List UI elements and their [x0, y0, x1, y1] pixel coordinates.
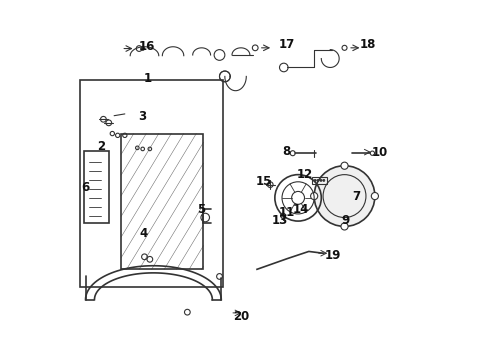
Text: 13: 13: [271, 213, 287, 226]
Text: 12: 12: [296, 168, 312, 181]
Circle shape: [322, 179, 324, 181]
Circle shape: [310, 193, 317, 200]
Text: 8: 8: [282, 145, 290, 158]
Text: 3: 3: [138, 110, 146, 123]
Text: 17: 17: [278, 39, 294, 51]
Text: 2: 2: [97, 140, 105, 153]
Text: 9: 9: [341, 213, 348, 226]
Text: 6: 6: [81, 181, 89, 194]
Text: 14: 14: [292, 203, 308, 216]
Text: 11: 11: [278, 206, 294, 219]
Text: 18: 18: [359, 39, 375, 51]
Text: 7: 7: [351, 190, 359, 203]
Text: 10: 10: [371, 146, 387, 159]
Text: 4: 4: [140, 227, 147, 240]
Bar: [312, 177, 326, 184]
Text: 19: 19: [324, 248, 341, 261]
Bar: [83, 152, 108, 223]
Circle shape: [340, 223, 347, 230]
Bar: [121, 134, 203, 269]
Text: 5: 5: [196, 203, 204, 216]
Text: 15: 15: [255, 175, 271, 188]
Circle shape: [313, 179, 316, 181]
Circle shape: [370, 193, 378, 200]
Text: 20: 20: [232, 310, 248, 323]
Text: 16: 16: [139, 40, 155, 53]
Circle shape: [340, 162, 347, 169]
Text: 1: 1: [143, 72, 152, 85]
Circle shape: [316, 179, 319, 181]
Bar: [80, 80, 223, 287]
Circle shape: [313, 166, 374, 226]
Circle shape: [319, 179, 322, 181]
